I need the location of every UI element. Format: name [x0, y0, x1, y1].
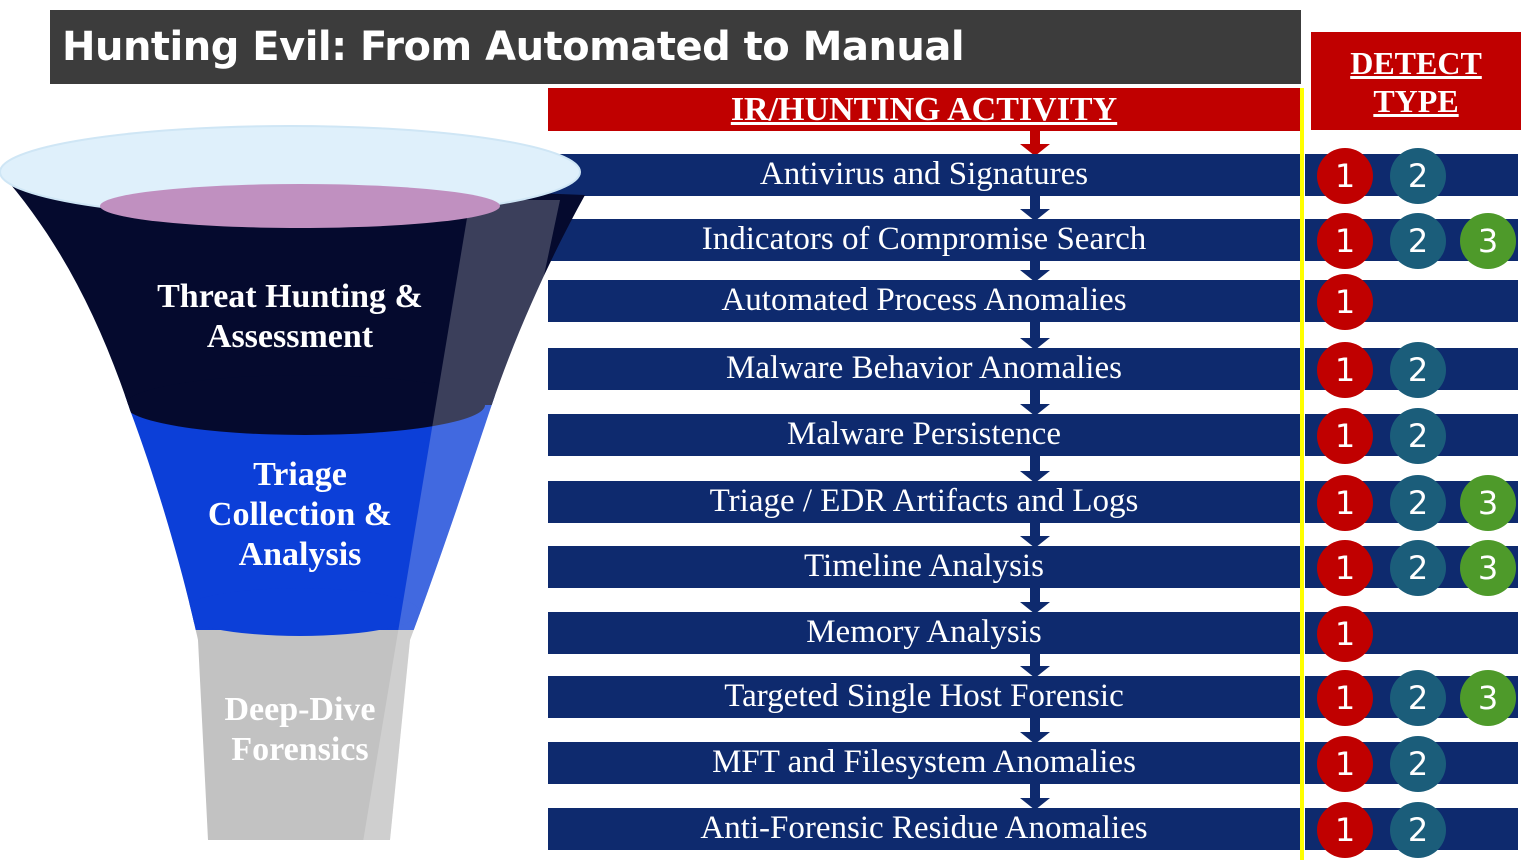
- funnel-label-line: Collection &: [207, 496, 393, 533]
- detect-type-2-badge: 2: [1390, 540, 1446, 596]
- activity-row: Timeline Analysis: [548, 546, 1300, 588]
- yellow-divider: [1300, 88, 1304, 860]
- detect-header-line-1: DETECT: [1350, 45, 1482, 81]
- detect-type-1-badge: 1: [1317, 670, 1373, 726]
- activity-row: Memory Analysis: [548, 612, 1300, 654]
- activity-row: Automated Process Anomalies: [548, 280, 1300, 322]
- detect-type-3-badge: 3: [1460, 670, 1516, 726]
- detect-type-1-badge: 1: [1317, 540, 1373, 596]
- arrow-stem: [1030, 390, 1040, 406]
- funnel-label-triage: Triage Collection & Analysis: [150, 455, 450, 575]
- detect-type-2-badge: 2: [1390, 148, 1446, 204]
- arrow-stem: [1030, 131, 1040, 146]
- detect-type-3-badge: 3: [1460, 213, 1516, 269]
- activity-row: Triage / EDR Artifacts and Logs: [548, 481, 1300, 523]
- detect-type-2-badge: 2: [1390, 802, 1446, 858]
- activity-row: Indicators of Compromise Search: [548, 219, 1300, 261]
- funnel-band-bottom: [180, 588, 420, 636]
- funnel-label-threat-hunting: Threat Hunting & Assessment: [110, 277, 470, 357]
- funnel-diagram: [0, 125, 585, 840]
- funnel-label-line: Forensics: [231, 731, 369, 768]
- detect-type-2-badge: 2: [1390, 213, 1446, 269]
- activity-row: Malware Persistence: [548, 414, 1300, 456]
- arrow-stem: [1030, 322, 1040, 340]
- arrow-stem: [1030, 718, 1040, 734]
- funnel-label-line: Deep-Dive: [224, 691, 376, 728]
- funnel-label-line: Threat Hunting &: [157, 278, 423, 315]
- funnel-label-line: Assessment: [206, 318, 374, 355]
- arrow-stem: [1030, 456, 1040, 473]
- detect-type-1-badge: 1: [1317, 408, 1373, 464]
- detect-type-2-badge: 2: [1390, 342, 1446, 398]
- detect-type-3-badge: 3: [1460, 540, 1516, 596]
- detect-type-1-badge: 1: [1317, 736, 1373, 792]
- arrow-stem: [1030, 588, 1040, 604]
- detect-type-2-badge: 2: [1390, 736, 1446, 792]
- detect-type-2-badge: 2: [1390, 670, 1446, 726]
- arrow-stem: [1030, 196, 1040, 211]
- funnel-label-line: Triage: [253, 456, 347, 493]
- activity-header: IR/HUNTING ACTIVITY: [548, 88, 1300, 131]
- activity-row: Targeted Single Host Forensic: [548, 676, 1300, 718]
- detect-type-1-badge: 1: [1317, 342, 1373, 398]
- slide-title: Hunting Evil: From Automated to Manual: [50, 10, 1301, 84]
- detect-type-1-badge: 1: [1317, 606, 1373, 662]
- activity-row: Anti-Forensic Residue Anomalies: [548, 808, 1300, 850]
- detect-type-1-badge: 1: [1317, 802, 1373, 858]
- detect-type-1-badge: 1: [1317, 274, 1373, 330]
- arrow-stem: [1030, 784, 1040, 800]
- detect-type-3-badge: 3: [1460, 475, 1516, 531]
- funnel-label-line: Analysis: [238, 536, 362, 573]
- detect-type-1-badge: 1: [1317, 148, 1373, 204]
- detect-header-line-2: TYPE: [1373, 83, 1459, 119]
- detect-type-1-badge: 1: [1317, 213, 1373, 269]
- activity-row: MFT and Filesystem Anomalies: [548, 742, 1300, 784]
- arrow-stem: [1030, 523, 1040, 538]
- arrow-stem: [1030, 261, 1040, 272]
- arrow-stem: [1030, 654, 1040, 668]
- funnel-inner: [100, 184, 500, 228]
- detect-type-2-badge: 2: [1390, 408, 1446, 464]
- detect-type-2-badge: 2: [1390, 475, 1446, 531]
- detect-type-1-badge: 1: [1317, 475, 1373, 531]
- funnel-label-deep-dive: Deep-Dive Forensics: [150, 690, 450, 770]
- detect-type-header: DETECT TYPE: [1311, 32, 1521, 130]
- funnel-band-mid: [125, 375, 485, 435]
- activity-row: Antivirus and Signatures: [548, 154, 1300, 196]
- activity-row: Malware Behavior Anomalies: [548, 348, 1300, 390]
